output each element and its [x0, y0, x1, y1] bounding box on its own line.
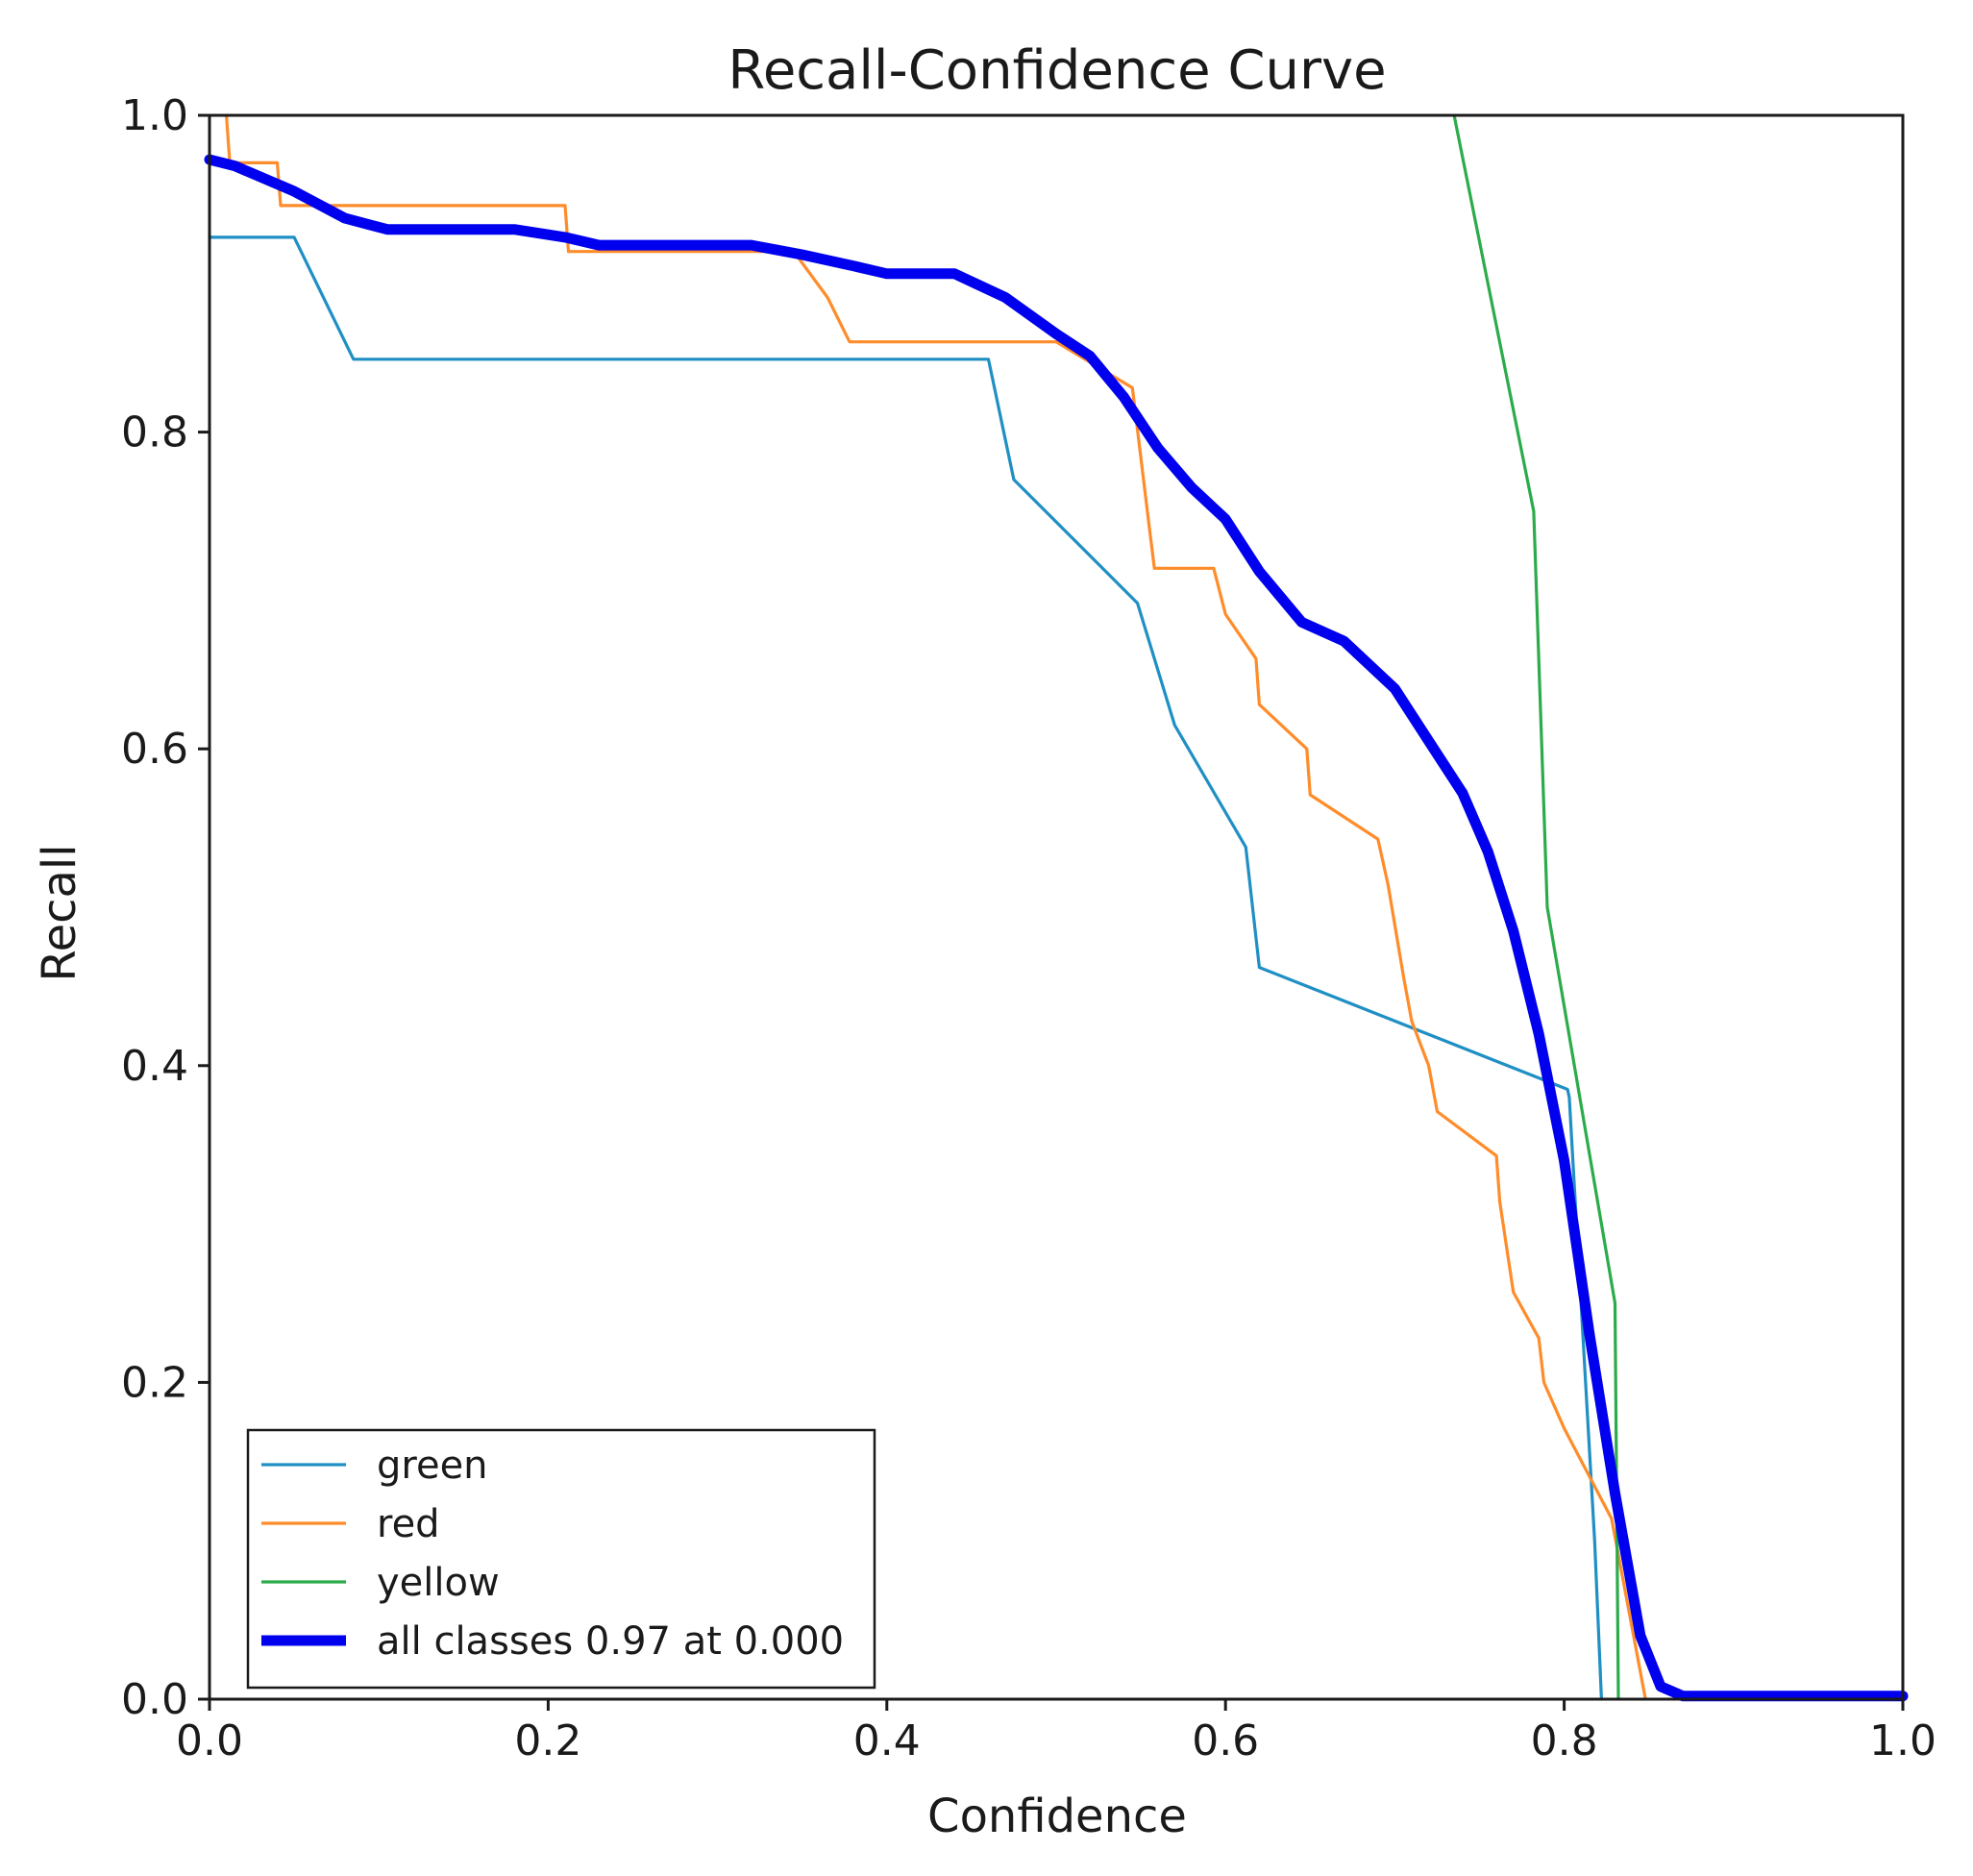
y-tick-label: 0.0 — [121, 1675, 188, 1724]
series-line-yellow — [1452, 113, 1620, 1701]
chart-title: Recall-Confidence Curve — [728, 39, 1386, 102]
y-tick-label: 0.6 — [121, 725, 188, 774]
legend-box — [246, 1428, 876, 1690]
series-line-all-classes-0-97-at-0-000 — [204, 154, 1909, 1702]
x-tick-label: 0.2 — [514, 1716, 581, 1765]
series-layer — [204, 113, 1909, 1702]
x-tick-label: 1.0 — [1869, 1716, 1936, 1765]
x-tick-label: 0.4 — [853, 1716, 921, 1765]
x-tick-label: 0.6 — [1192, 1716, 1259, 1765]
x-tick-label: 0.0 — [176, 1716, 243, 1765]
plot-frame — [208, 113, 1905, 1701]
ticks-layer: 0.0 0.2 0.4 0.6 0.8 1.0 0.0 0.2 0.4 0.6 0.8 1.0 — [121, 91, 1936, 1765]
y-tick-label: 1.0 — [121, 91, 188, 140]
series-line-red — [225, 113, 1647, 1701]
legend: green red yellow all classes 0.97 at 0.000 — [246, 1428, 876, 1690]
y-tick-label: 0.8 — [121, 408, 188, 457]
x-tick-label: 0.8 — [1531, 1716, 1598, 1765]
legend-label-all-classes-0-97-at-0-000: all classes 0.97 at 0.000 — [377, 1619, 844, 1664]
y-tick-label: 0.2 — [121, 1358, 188, 1407]
legend-label-red: red — [377, 1502, 440, 1546]
legend-label-green: green — [377, 1444, 488, 1488]
y-tick-label: 0.4 — [121, 1042, 188, 1091]
series-line-green — [208, 235, 1604, 1701]
y-axis-label: Recall — [33, 844, 86, 981]
legend-label-yellow: yellow — [377, 1561, 500, 1605]
x-axis-label: Confidence — [927, 1790, 1187, 1843]
